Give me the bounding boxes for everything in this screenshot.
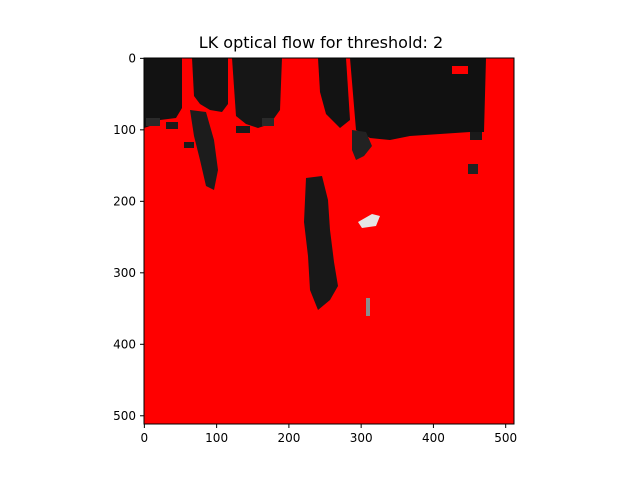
dark-patch-e [184,142,194,148]
y-tick-label: 0 [128,51,136,65]
dark-patch-f [470,132,482,140]
dark-patch-c [236,126,250,133]
dark-patch-b [166,122,178,129]
dark-patch-d [262,118,274,126]
y-tick-label: 300 [113,266,136,280]
y-tick-label: 200 [113,194,136,208]
dark-patch-h [452,66,468,74]
dark-patches-center-top [352,130,372,160]
dark-streak-left [190,110,218,190]
x-tick-label: 0 [141,431,149,445]
flow-image [144,58,514,424]
y-tick-label: 100 [113,123,136,137]
x-tick-label: 300 [350,431,373,445]
highlight-spot [358,214,380,228]
dark-region-top-mid-left [192,58,228,112]
grey-fleck [366,298,370,316]
x-tick-label: 400 [422,431,445,445]
x-tick-label: 100 [205,431,228,445]
axes-frame [143,57,515,425]
dark-region-top-right [350,58,486,140]
y-tick-label: 400 [113,337,136,351]
dark-region-top-right-a [318,58,350,128]
x-axis: 0 100 200 300 400 500 [141,424,517,445]
dark-patch-g [468,164,478,174]
dark-streak-center [304,176,338,310]
y-tick-label: 500 [113,409,136,423]
dark-region-top-left [144,58,182,128]
chart-title: LK optical flow for threshold: 2 [199,33,443,52]
dark-patch-a [146,118,160,126]
y-axis: 0 100 200 300 400 500 [113,51,144,423]
x-tick-label: 500 [494,431,517,445]
flow-column-a [282,58,318,128]
dark-region-top-mid [232,58,282,128]
x-tick-label: 200 [277,431,300,445]
